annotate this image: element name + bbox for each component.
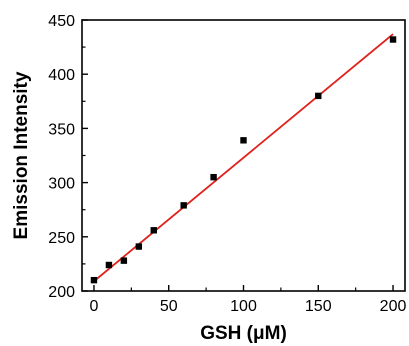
y-tick-label: 250 <box>48 230 75 247</box>
x-tick-label: 200 <box>380 298 407 315</box>
data-point <box>90 276 98 284</box>
data-point <box>105 261 113 269</box>
y-tick-label: 300 <box>48 176 75 193</box>
x-tick-label: 150 <box>305 298 332 315</box>
y-tick-label: 400 <box>48 67 75 84</box>
y-tick-label: 350 <box>48 121 75 138</box>
x-tick-label: 100 <box>230 298 257 315</box>
y-axis-title: Emission Intensity <box>11 71 32 239</box>
data-point <box>240 137 247 144</box>
data-point <box>180 202 187 209</box>
data-point <box>120 257 128 264</box>
y-tick-label: 450 <box>48 13 75 30</box>
fit-line <box>93 33 394 282</box>
x-tick-label: 50 <box>160 298 178 315</box>
y-tick-label: 200 <box>48 284 75 301</box>
x-tick-label: 0 <box>90 298 99 315</box>
data-point <box>135 243 143 250</box>
data-point <box>150 227 157 234</box>
x-axis-title: GSH (μM) <box>200 323 287 344</box>
data-point <box>315 92 322 100</box>
data-point <box>389 36 397 43</box>
data-point <box>210 173 217 181</box>
